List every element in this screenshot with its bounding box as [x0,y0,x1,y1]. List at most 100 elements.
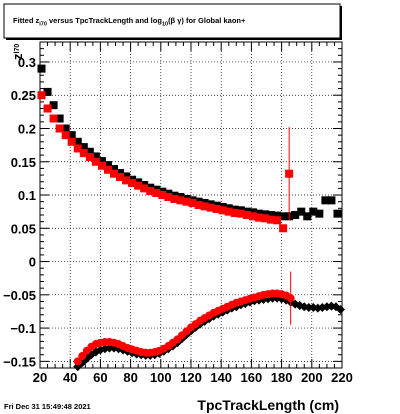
x-tick-label: 40 [63,370,77,385]
data-point-square [297,207,306,216]
data-point-diamond [304,302,314,312]
data-point-square [103,161,112,170]
data-point-square [267,215,276,224]
y-tick-label: 0.1 [18,188,36,203]
data-point-square [67,137,76,146]
data-point-square [279,224,288,233]
data-point-square [285,169,294,178]
data-point-square [176,196,185,205]
x-tick-label: 100 [150,370,172,385]
data-point-square [236,209,245,218]
x-tick-label: 140 [210,370,232,385]
data-point-square [73,137,82,146]
chart-title: Fitted zl70 versus TpcTrackLength and lo… [13,16,246,28]
data-point-square [103,165,112,174]
data-point-square [182,197,191,206]
x-tick-label: 80 [123,370,137,385]
x-tick-label: 200 [301,370,323,385]
data-point-square [49,101,58,110]
data-point-square [61,124,70,133]
data-point-circle [73,357,82,366]
data-point-square [146,187,155,196]
y-tick-label: 0.2 [18,121,36,136]
y-tick-label: −0.05 [3,288,36,303]
y-axis-title: zl70 [10,44,25,60]
data-point-square [218,206,227,215]
data-point-square [321,196,330,205]
data-point-square [128,179,137,188]
data-point-square [248,212,257,221]
data-point-square [79,143,88,152]
data-point-square [260,214,269,223]
data-point-square [158,191,167,200]
data-point-circle [78,352,87,361]
data-point-square [273,216,282,225]
data-point-square [194,201,203,209]
data-point-square [97,161,106,170]
data-point-circle [286,294,295,303]
data-point-square [333,209,342,218]
title-box-shadow-right [340,6,342,40]
data-point-square [206,203,215,212]
data-point-square [242,210,251,219]
data-point-square [279,212,288,221]
title-box-shadow-bottom [6,38,342,40]
data-point-square [85,153,94,162]
title-box [3,3,341,39]
data-point-square [49,114,58,123]
data-point-square [43,104,52,113]
y-tick-labels: −0.15 −0.1 −0.05 0 0.05 0.1 0.15 0.2 0.25 0.3 [3,55,36,369]
y-tick-label: 0.05 [11,221,36,236]
data-point-square [309,207,318,216]
data-point-square [152,189,161,198]
data-point-square [116,173,125,182]
y-tick-label: −0.1 [10,321,36,336]
data-point-square [315,209,324,218]
data-point-square [91,157,100,166]
data-point-square [254,213,263,222]
data-point-square [37,91,46,100]
data-point-square [91,152,100,161]
data-point-square [200,202,209,211]
data-point-square [61,131,70,140]
data-point-square [170,195,179,204]
data-point-square [273,211,282,220]
data-point-square [109,169,118,178]
data-point-square [188,199,197,208]
y-tick-label: 0 [29,255,36,270]
x-tick-label: 180 [271,370,293,385]
data-point-square [79,149,88,158]
x-tick-label: 160 [241,370,263,385]
x-tick-labels: 20 40 60 80 100 120 140 160 180 200 220 [33,370,353,385]
data-point-square [230,208,239,217]
data-point-square [97,157,106,166]
timestamp: Fri Dec 31 15:49:48 2021 [4,402,91,411]
data-point-diamond [335,304,345,314]
data-point-square [43,87,52,96]
x-tick-label: 60 [93,370,107,385]
data-point-square [212,204,221,213]
data-point-square [291,210,300,219]
x-tick-label: 120 [180,370,202,385]
data-point-square [303,212,312,221]
data-point-square [164,193,173,202]
data-point-square [267,210,276,219]
data-point-square [55,114,64,123]
data-point-square [224,207,233,216]
data-point-square [73,144,82,153]
data-point-square [85,147,94,156]
data-point-square [67,131,76,140]
data-point-square [327,196,336,205]
x-axis-title: TpcTrackLength (cm) [197,397,339,413]
data-point-square [55,124,64,133]
y-tick-label: 0.3 [18,55,36,70]
data-point-square [122,176,131,185]
data-point-square [134,181,143,190]
data-point-square [37,64,46,73]
data-point-square [140,184,149,193]
data-point-square [109,165,118,174]
y-tick-label: 0.25 [11,88,36,103]
x-tick-label: 20 [33,370,47,385]
data-marks [37,64,345,372]
